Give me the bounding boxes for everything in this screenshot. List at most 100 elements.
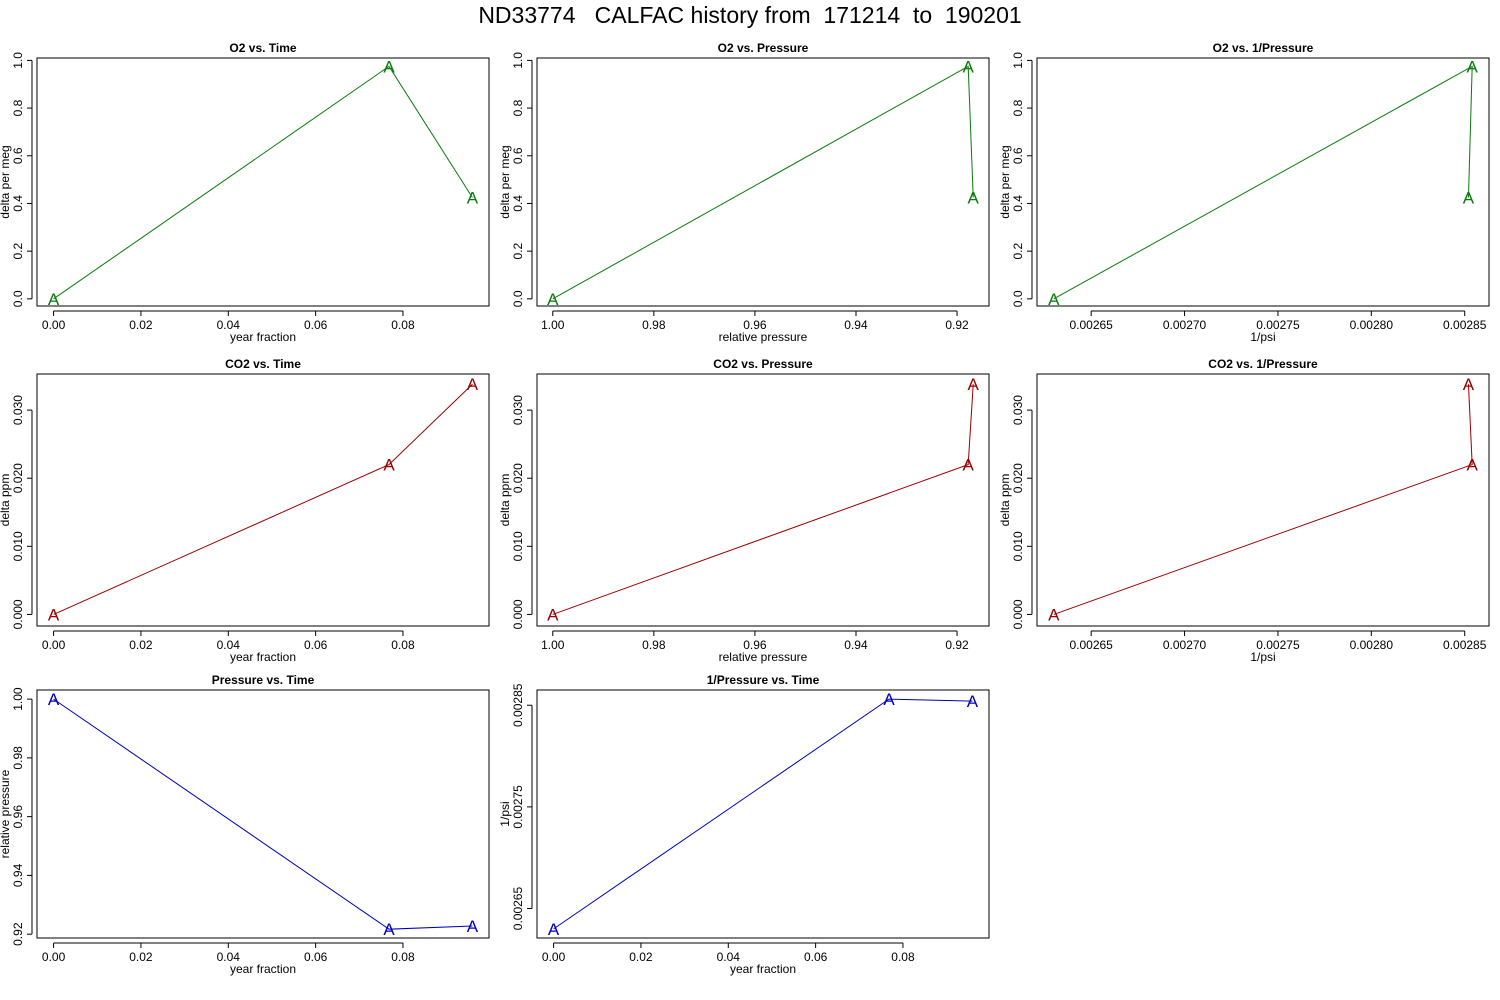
data-point-marker: A [968, 375, 980, 394]
chart-panel: O2 vs. Time 0.00 0.02 0.04 0.06 0.08 year frac… [0, 41, 490, 344]
data-point-marker: A [1048, 605, 1060, 624]
y-tick-label: 0.4 [511, 195, 525, 212]
y-tick-label: 0.0 [1011, 290, 1025, 307]
x-tick-label: 0.96 [743, 638, 767, 652]
y-tick-label: 0.2 [11, 242, 25, 259]
panel-title: Pressure vs. Time [212, 673, 315, 687]
data-point-marker: A [548, 920, 560, 939]
y-axis-label: delta ppm [498, 474, 512, 527]
chart-panel: Pressure vs. Time 0.00 0.02 0.04 0.06 0.08 yea… [0, 673, 490, 976]
chart-panel: CO2 vs. Pressure 1.00 0.98 0.96 0.94 0.92 rela… [498, 357, 990, 664]
y-tick-label: 1.0 [511, 52, 525, 69]
x-tick-label: 0.02 [129, 950, 153, 964]
plot-frame [36, 689, 490, 939]
x-tick-label: 0.00 [42, 638, 66, 652]
data-point-marker: A [547, 290, 559, 309]
data-point-marker: A [547, 605, 559, 624]
x-tick-label: 0.00285 [1443, 638, 1487, 652]
x-axis-label: relative pressure [719, 330, 808, 344]
x-tick-label: 0.98 [642, 638, 666, 652]
x-tick-label: 0.00 [42, 950, 66, 964]
x-tick-label: 0.00275 [1256, 318, 1300, 332]
y-tick-label: 0.2 [1011, 242, 1025, 259]
data-point-marker: A [1048, 290, 1060, 309]
data-point-marker: A [467, 917, 479, 936]
x-tick-label: 0.98 [642, 318, 666, 332]
panel-title: CO2 vs. Time [225, 357, 301, 371]
figure-title: ND33774 CALFAC history from 171214 to 19… [478, 2, 1022, 28]
y-tick-label: 0.00285 [511, 683, 525, 727]
y-axis-label: delta ppm [998, 474, 1012, 527]
y-tick-label: 0.020 [511, 463, 525, 493]
x-tick-label: 0.00270 [1163, 318, 1207, 332]
panel-title: 1/Pressure vs. Time [707, 673, 820, 687]
y-axis-label: delta per meg [0, 145, 12, 218]
y-tick-label: 0.8 [11, 99, 25, 116]
data-point-marker: A [963, 57, 975, 76]
y-axis-label: relative pressure [0, 769, 12, 858]
y-tick-label: 0.020 [1011, 463, 1025, 493]
series-line [1053, 384, 1473, 615]
chart-panel: O2 vs. 1/Pressure 0.00265 0.00270 0.00275 0.… [998, 41, 1490, 344]
series-line [1053, 65, 1473, 300]
x-tick-label: 0.94 [844, 318, 868, 332]
y-tick-label: 1.0 [11, 52, 25, 69]
x-tick-label: 0.04 [217, 950, 241, 964]
y-tick-label: 0.00265 [511, 887, 525, 931]
y-tick-label: 0.020 [11, 463, 25, 493]
y-axis-label: delta per meg [498, 145, 512, 218]
x-tick-label: 0.00280 [1350, 638, 1394, 652]
x-axis-label: 1/psi [1250, 650, 1275, 664]
x-tick-label: 0.92 [945, 318, 969, 332]
x-tick-label: 0.00275 [1256, 638, 1300, 652]
data-point-marker: A [48, 290, 60, 309]
plot-frame [536, 689, 990, 939]
x-tick-label: 0.94 [844, 638, 868, 652]
series-line [552, 384, 974, 615]
x-tick-label: 0.00270 [1163, 638, 1207, 652]
x-tick-label: 0.06 [304, 950, 328, 964]
x-tick-label: 0.04 [717, 950, 741, 964]
x-tick-label: 0.96 [743, 318, 767, 332]
x-tick-label: 0.08 [391, 950, 415, 964]
y-tick-label: 0.94 [11, 863, 25, 887]
series-line [53, 65, 473, 300]
plot-frame [536, 373, 990, 627]
data-point-marker: A [968, 189, 980, 208]
y-tick-label: 0.010 [11, 531, 25, 561]
data-point-marker: A [383, 57, 395, 76]
y-tick-label: 0.6 [511, 147, 525, 164]
plot-frame [36, 373, 490, 627]
x-tick-label: 1.00 [541, 318, 565, 332]
data-point-marker: A [1467, 57, 1479, 76]
data-point-marker: A [383, 920, 395, 939]
y-tick-label: 0.4 [11, 195, 25, 212]
data-point-marker: A [467, 189, 479, 208]
y-tick-label: 0.010 [511, 531, 525, 561]
data-point-marker: A [383, 456, 395, 475]
x-axis-label: year fraction [230, 650, 296, 664]
y-tick-label: 0.4 [1011, 195, 1025, 212]
y-tick-label: 0.030 [511, 395, 525, 425]
x-tick-label: 0.00 [542, 950, 566, 964]
panel-title: CO2 vs. 1/Pressure [1208, 357, 1318, 371]
x-tick-label: 0.02 [129, 638, 153, 652]
y-tick-label: 0.030 [11, 395, 25, 425]
chart-panel: CO2 vs. Time 0.00 0.02 0.04 0.06 0.08 year fra… [0, 357, 490, 664]
data-point-marker: A [1463, 375, 1475, 394]
y-tick-label: 0.92 [11, 922, 25, 946]
chart-panel: 1/Pressure vs. Time 0.00 0.02 0.04 0.06 0.08 y… [498, 673, 990, 976]
y-tick-label: 0.8 [511, 99, 525, 116]
x-tick-label: 0.08 [391, 638, 415, 652]
y-tick-label: 0.030 [1011, 395, 1025, 425]
x-tick-label: 0.08 [391, 318, 415, 332]
y-axis-label: 1/psi [498, 801, 512, 826]
x-tick-label: 0.08 [891, 950, 915, 964]
y-tick-label: 0.000 [11, 599, 25, 629]
plot-frame [36, 57, 490, 307]
x-tick-label: 1.00 [541, 638, 565, 652]
data-point-marker: A [48, 690, 60, 709]
y-tick-label: 0.000 [511, 599, 525, 629]
series-line [552, 65, 974, 300]
y-tick-label: 0.0 [11, 290, 25, 307]
